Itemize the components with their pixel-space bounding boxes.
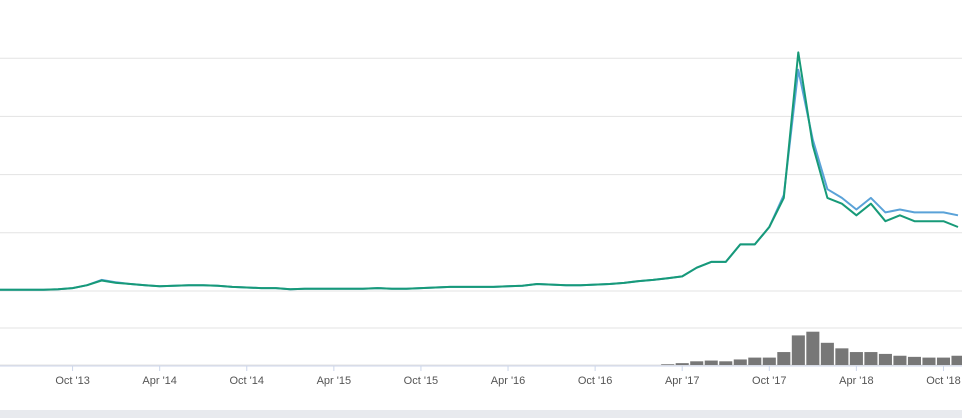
volume-bar (690, 361, 704, 365)
volume-bar (704, 360, 718, 365)
volume-bar (936, 357, 951, 365)
volume-bar (893, 355, 907, 365)
volume-bar (762, 357, 776, 365)
volume-bar (661, 364, 675, 365)
volume-bar (719, 361, 733, 365)
volume-bar (733, 359, 747, 365)
volume-bar (864, 352, 878, 365)
volume-bar (777, 352, 791, 365)
volume-bar (675, 363, 689, 365)
volume-bar (835, 348, 849, 365)
volume-bar (922, 357, 936, 365)
x-tick-label: Oct '15 (404, 375, 439, 387)
x-tick-label: Apr '16 (491, 375, 526, 387)
x-tick-label: Oct '14 (229, 375, 264, 387)
volume-bar (791, 335, 805, 365)
volume-bar (806, 331, 820, 365)
x-tick-label: Oct '18 (926, 375, 961, 387)
volume-bar (878, 353, 892, 365)
volume-bar (748, 357, 762, 365)
x-tick-label: Oct '17 (752, 375, 787, 387)
x-tick-label: Oct '13 (55, 375, 90, 387)
x-tick-label: Apr '15 (317, 375, 352, 387)
price-line (0, 51, 959, 291)
volume-bar (820, 342, 834, 365)
x-tick-label: Apr '18 (839, 375, 874, 387)
navigator-strip (0, 410, 962, 418)
x-tick-label: Apr '17 (665, 375, 700, 387)
x-tick-label: Apr '14 (142, 375, 177, 387)
x-tick-label: Oct '16 (578, 375, 613, 387)
volume-bar (951, 355, 962, 365)
price-line (0, 68, 959, 291)
volume-bar (849, 352, 863, 365)
volume-bar (907, 356, 921, 365)
